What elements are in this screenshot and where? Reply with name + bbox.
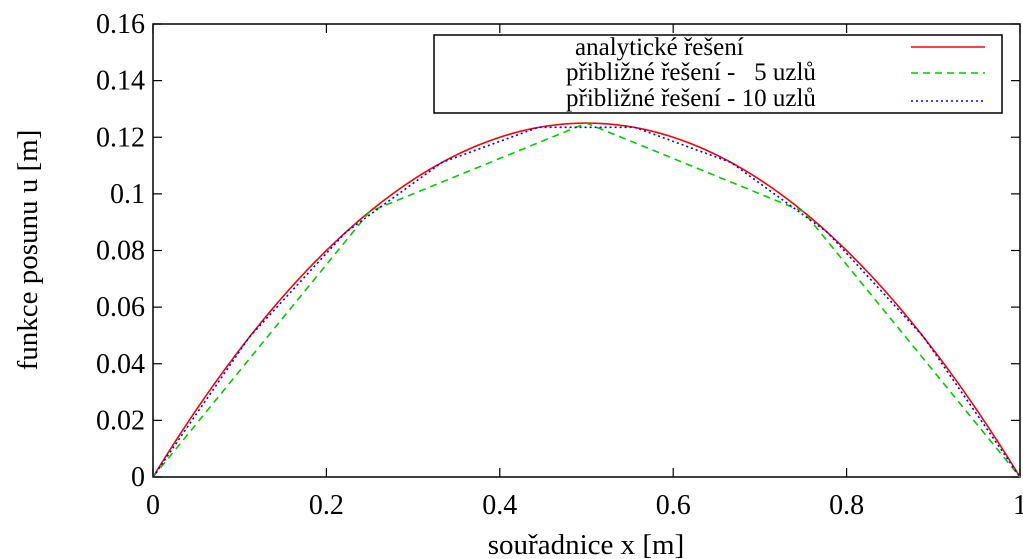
y-axis-ticks: 0 0.02 0.04 0.06 0.08 0.1 0.12 0.14 0.16	[96, 9, 1020, 493]
y-tick-label: 0.1	[110, 179, 145, 210]
x-tick-label: 0.6	[656, 490, 691, 521]
legend-label-analytic: analytické řešení	[575, 34, 744, 61]
series-group	[152, 122, 1021, 478]
series-line-approx-5	[152, 122, 1021, 478]
x-tick-label: 0.4	[482, 490, 517, 521]
legend-label-approx-10: přibližné řešení - 10 uzlů	[566, 85, 816, 112]
y-tick-label: 0.12	[96, 122, 145, 153]
series-line-analytic	[152, 122, 1021, 478]
legend-box	[433, 34, 1003, 114]
y-tick-label: 0	[131, 462, 145, 493]
y-tick-label: 0.14	[96, 66, 145, 97]
x-tick-label: 0.8	[829, 490, 864, 521]
legend: analytické řešení přibližné řešení - 5 u…	[433, 34, 1003, 114]
legend-label-approx-5: přibližné řešení - 5 uzlů	[566, 59, 816, 86]
y-tick-label: 0.02	[96, 405, 145, 436]
y-tick-label: 0.16	[96, 9, 145, 40]
y-tick-label: 0.08	[96, 236, 145, 267]
x-tick-label: 0	[146, 490, 160, 521]
x-tick-label: 1	[1013, 490, 1023, 521]
series-line-approx-10	[152, 126, 1021, 478]
x-tick-label: 0.2	[309, 490, 344, 521]
y-tick-label: 0.06	[96, 292, 145, 323]
x-axis-label: souřadnice x [m]	[488, 529, 685, 559]
y-tick-label: 0.04	[96, 349, 145, 380]
x-axis-ticks: 0 0.2 0.4 0.6 0.8 1	[146, 24, 1023, 521]
y-axis-label: funkce posunu u [m]	[12, 130, 44, 371]
